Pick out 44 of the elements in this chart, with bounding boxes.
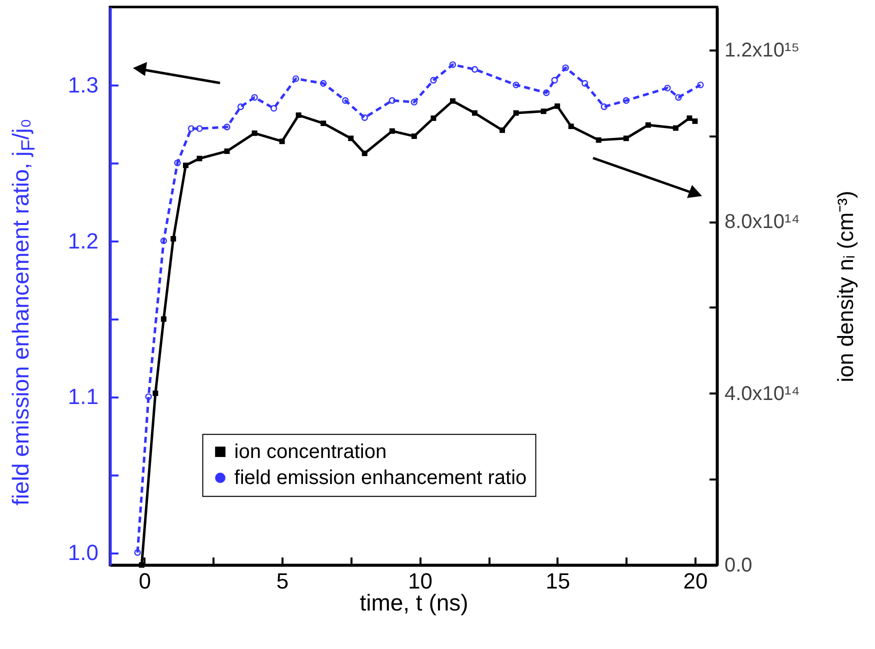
y2-tick-label: 1.2x10¹⁵ [724, 39, 800, 62]
point [251, 94, 258, 101]
y-tick-label: 1.1 [68, 384, 98, 410]
point [622, 97, 630, 104]
point [430, 76, 437, 84]
point [600, 103, 608, 110]
y2-tick-label: 4.0x10¹⁴ [724, 382, 800, 405]
legend-label: field emission enhancement ratio [234, 466, 527, 489]
point [562, 64, 569, 72]
point [582, 80, 588, 87]
point [675, 94, 682, 101]
point [342, 97, 349, 104]
point [237, 103, 244, 110]
point [224, 124, 230, 130]
point [270, 104, 278, 112]
point [471, 66, 478, 73]
point [697, 82, 704, 88]
x-tick-label: 15 [546, 568, 570, 594]
point [134, 549, 141, 556]
point [410, 98, 418, 106]
y2-axis-title: ion density nᵢ (cm⁻³) [832, 190, 858, 382]
point [160, 237, 168, 244]
point [174, 160, 181, 166]
x-tick-label: 0 [138, 568, 152, 594]
point [449, 61, 456, 68]
y-tick-label: 1.2 [68, 228, 98, 254]
point [664, 84, 671, 92]
point [388, 97, 396, 104]
y2-tick-label: 8.0x10¹⁴ [724, 211, 800, 234]
point [145, 393, 152, 400]
legend-label: ion concentration [234, 440, 387, 463]
point [196, 125, 203, 132]
y-tick-label: 1.0 [68, 540, 98, 566]
x-tick-label: 20 [683, 568, 708, 594]
point [320, 80, 327, 87]
point [542, 89, 550, 96]
x-tick-label: 5 [276, 568, 289, 594]
point [551, 76, 558, 84]
point [512, 82, 520, 88]
point [188, 125, 195, 132]
point [292, 75, 300, 82]
point [361, 114, 368, 121]
y-tick-label: 1.3 [68, 72, 98, 98]
y2-tick-label: 0.0 [724, 554, 752, 576]
